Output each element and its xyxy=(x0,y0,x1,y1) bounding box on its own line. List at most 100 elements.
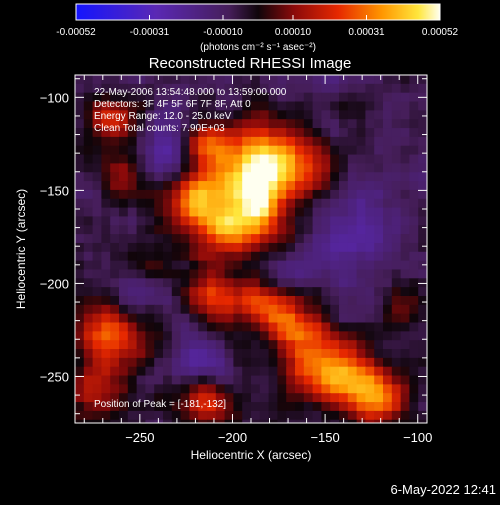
heatmap-cell xyxy=(136,304,146,315)
heatmap-cell xyxy=(303,163,314,173)
heatmap-cell xyxy=(171,136,182,147)
heatmap-cell xyxy=(110,83,120,94)
heatmap-cell xyxy=(400,278,410,288)
heatmap-cell xyxy=(277,198,287,209)
y-tick-label: −100 xyxy=(40,90,69,105)
heatmap-cell xyxy=(75,110,85,120)
heatmap-cell xyxy=(75,340,85,350)
heatmap-cell xyxy=(339,198,349,209)
heatmap-cell xyxy=(383,198,393,209)
heatmap-cell xyxy=(233,295,243,306)
heatmap-cell xyxy=(198,242,208,253)
heatmap-cell xyxy=(101,269,111,279)
heatmap-cell xyxy=(330,313,340,324)
heatmap-cell xyxy=(321,75,331,85)
heatmap-cell xyxy=(418,75,427,85)
heatmap-cell xyxy=(339,375,349,385)
heatmap-cell xyxy=(119,163,129,173)
heatmap-cell xyxy=(110,349,120,359)
heatmap-cell xyxy=(92,349,102,359)
heatmap-cell xyxy=(374,198,384,209)
heatmap-cell xyxy=(259,83,270,94)
heatmap-cell xyxy=(295,110,305,120)
heatmap-cell xyxy=(189,92,199,103)
heatmap-cell xyxy=(295,136,305,147)
heatmap-cell xyxy=(83,101,94,111)
heatmap-cell xyxy=(312,410,322,421)
heatmap-cell xyxy=(277,242,287,253)
heatmap-cell xyxy=(163,181,173,191)
heatmap-cell xyxy=(127,216,138,226)
heatmap-cell xyxy=(136,172,146,182)
heatmap-cell xyxy=(259,110,270,120)
heatmap-cell xyxy=(321,393,331,403)
heatmap-cell xyxy=(312,145,322,156)
heatmap-cell xyxy=(110,234,120,244)
heatmap-cell xyxy=(312,384,322,394)
heatmap-cell xyxy=(347,366,358,377)
heatmap-cell xyxy=(110,101,120,111)
heatmap-cell xyxy=(312,349,322,359)
heatmap-cell xyxy=(154,172,164,182)
heatmap-cell xyxy=(400,313,410,324)
heatmap-cell xyxy=(374,375,384,385)
heatmap-cell xyxy=(356,384,366,394)
heatmap-cell xyxy=(259,92,270,103)
heatmap-cells xyxy=(75,75,427,423)
heatmap-cell xyxy=(163,384,173,394)
heatmap-cell xyxy=(189,110,199,120)
heatmap-cell xyxy=(75,384,85,394)
heatmap-cell xyxy=(277,136,287,147)
heatmap-cell xyxy=(233,119,243,129)
heatmap-cell xyxy=(119,207,129,218)
heatmap-cell xyxy=(145,410,155,421)
heatmap-cell xyxy=(330,128,340,138)
heatmap-cell xyxy=(383,136,393,147)
heatmap-cell xyxy=(356,225,366,235)
heatmap-cell xyxy=(75,136,85,147)
heatmap-cell xyxy=(242,375,252,385)
heatmap-cell xyxy=(119,402,129,412)
heatmap-cell xyxy=(171,242,182,253)
heatmap-cell xyxy=(409,83,419,94)
heatmap-cell xyxy=(127,384,138,394)
heatmap-cell xyxy=(365,410,375,421)
heatmap-cell xyxy=(400,189,410,200)
heatmap-cell xyxy=(321,216,331,226)
heatmap-cell xyxy=(286,402,296,412)
heatmap-cell xyxy=(171,234,182,244)
heatmap-cell xyxy=(365,251,375,262)
colorbar-tick-label: -0.00031 xyxy=(130,27,170,38)
heatmap-cell xyxy=(374,366,384,377)
heatmap-cell xyxy=(383,295,393,306)
heatmap-cell xyxy=(180,207,190,218)
heatmap-cell xyxy=(180,340,190,350)
heatmap-cell xyxy=(119,154,129,164)
heatmap-cell xyxy=(418,269,427,279)
heatmap-cell xyxy=(145,402,155,412)
heatmap-cell xyxy=(259,269,270,279)
heatmap-cell xyxy=(163,216,173,226)
heatmap-cell xyxy=(383,92,393,103)
heatmap-cell xyxy=(365,234,375,244)
heatmap-cell xyxy=(330,349,340,359)
heatmap-cell xyxy=(259,145,270,156)
heatmap-cell xyxy=(242,304,252,315)
heatmap-cell xyxy=(383,287,393,297)
heatmap-cell xyxy=(321,101,331,111)
heatmap-cell xyxy=(251,83,261,94)
heatmap-cell xyxy=(154,216,164,226)
heatmap-cell xyxy=(110,154,120,164)
heatmap-cell xyxy=(224,375,234,385)
heatmap-cell xyxy=(180,295,190,306)
heatmap-cell xyxy=(207,357,217,368)
heatmap-cell xyxy=(171,92,182,103)
heatmap-cell xyxy=(145,225,155,235)
heatmap-cell xyxy=(242,154,252,164)
heatmap-cell xyxy=(163,340,173,350)
heatmap-cell xyxy=(391,207,402,218)
heatmap-cell xyxy=(163,189,173,200)
heatmap-cell xyxy=(75,349,85,359)
heatmap-cell xyxy=(101,154,111,164)
heatmap-cell xyxy=(242,349,252,359)
